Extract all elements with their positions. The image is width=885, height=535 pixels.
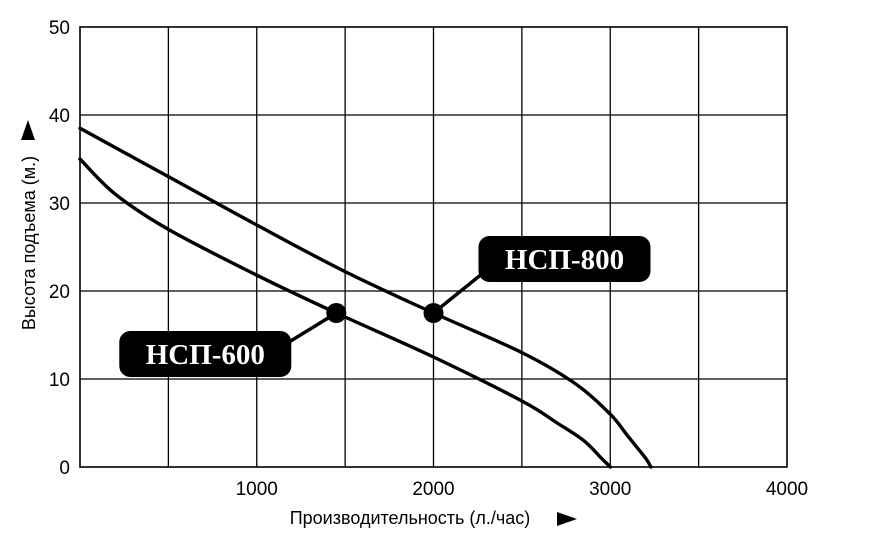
y-tick-label: 40 — [49, 106, 70, 127]
x-tick-label: 3000 — [589, 479, 631, 500]
operating-point-marker — [423, 303, 444, 323]
x-tick-label: 2000 — [412, 479, 454, 500]
x-axis-arrow-icon — [557, 512, 577, 526]
curves — [78, 126, 653, 469]
y-tick-label: 20 — [49, 282, 70, 303]
x-tick-label: 1000 — [236, 479, 278, 500]
callout-box — [119, 331, 292, 377]
series-label: НСП-600 — [146, 339, 265, 371]
y-tick-label: 0 — [59, 458, 70, 479]
y-axis-label: Высота подъема (м.) — [19, 156, 39, 330]
series-label: НСП-800 — [505, 244, 624, 276]
y-axis-arrow-icon — [21, 120, 35, 140]
callouts: НСП-800 НСП-600 — [119, 236, 651, 377]
grid — [79, 26, 788, 468]
callout-box — [478, 236, 651, 282]
y-axis-title: Высота подъема (м.) — [19, 120, 39, 330]
x-axis-title: Производительность (л./час) — [290, 508, 577, 528]
series-line-2 — [78, 157, 612, 469]
operating-point-marker — [326, 303, 347, 323]
y-tick-label: 50 — [49, 18, 70, 39]
y-tick-label: 30 — [49, 194, 70, 215]
tick-labels: 1000 2000 3000 4000 0 10 20 30 40 50 — [49, 18, 808, 500]
x-axis-label: Производительность (л./час) — [290, 508, 531, 528]
plot-frame — [79, 26, 788, 468]
series-line-1 — [78, 126, 653, 469]
y-tick-label: 10 — [49, 370, 70, 391]
x-tick-label: 4000 — [766, 479, 808, 500]
